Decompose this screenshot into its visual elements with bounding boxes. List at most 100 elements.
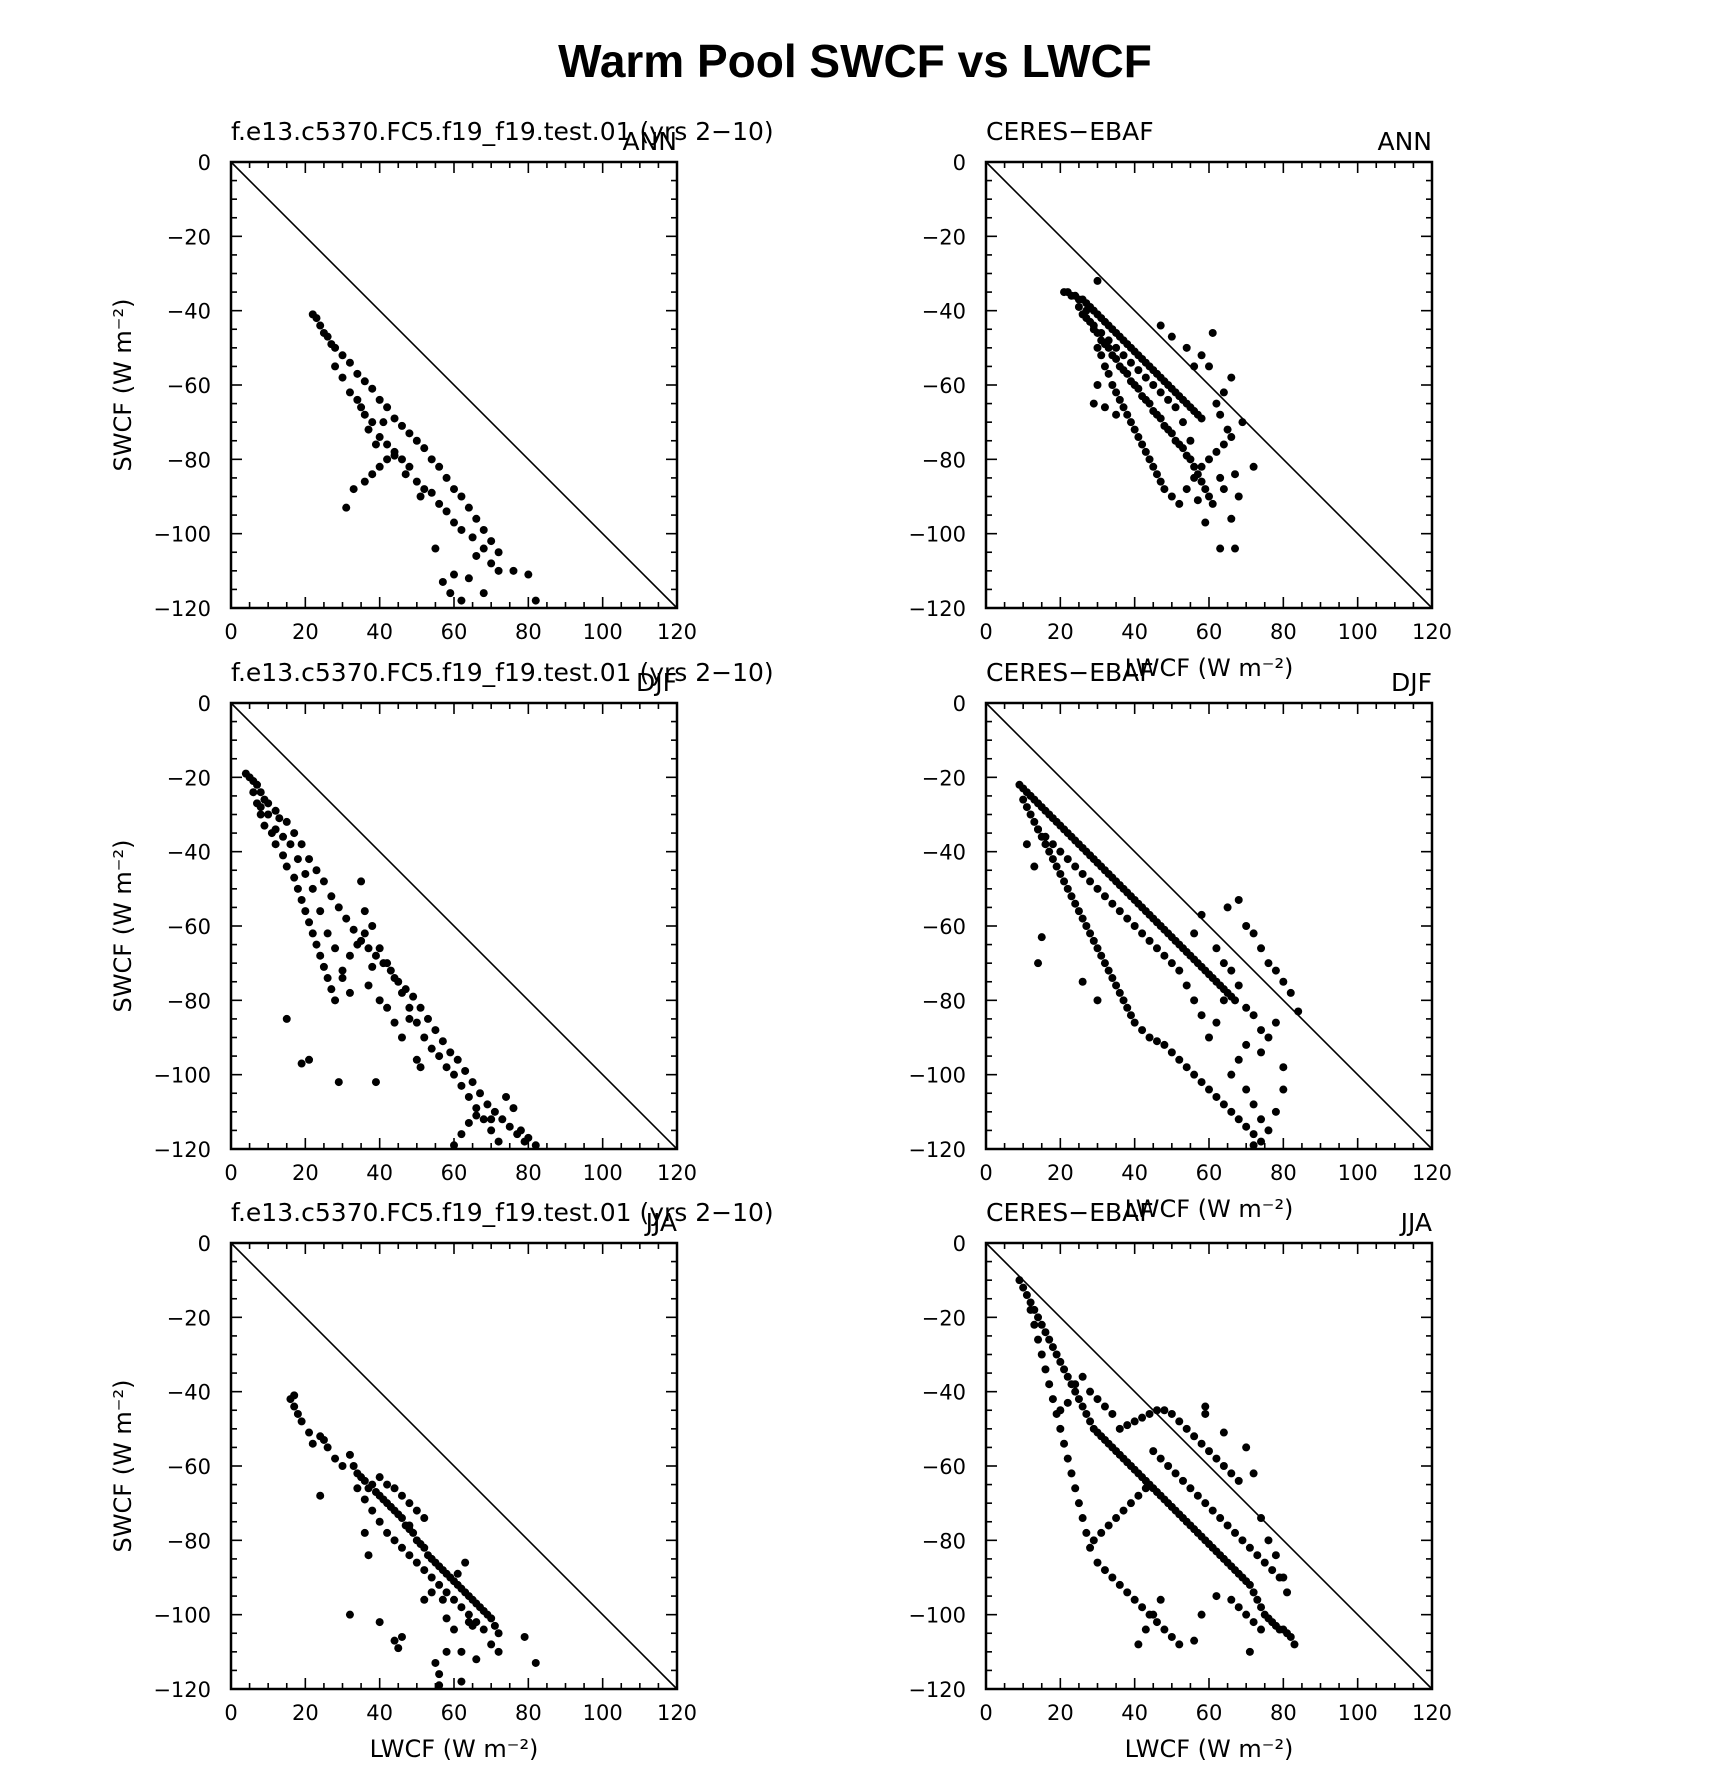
data-point [1197,414,1206,423]
x-tick-label: 0 [979,620,992,644]
data-point [464,1618,473,1627]
data-point [1093,944,1102,953]
data-point [360,929,369,938]
data-point [487,1640,496,1649]
panel-obs-jja: 0 20 40 60 80 100 120 0 −20 −40 −60 −80 −100 −120 CERE… [908,1198,1452,1763]
x-tick-label: 100 [1338,620,1378,644]
data-point [464,503,473,512]
data-point [1119,996,1128,1005]
data-point [524,1133,533,1142]
y-tick-label: −40 [922,841,966,865]
y-axis-label: SWCF (W m⁻²) [109,840,137,1013]
data-point [1093,1395,1102,1404]
data-point [297,840,306,849]
data-point [323,929,332,938]
data-point [1112,354,1121,363]
data-point [1257,1115,1266,1124]
data-point [1089,936,1098,945]
data-point [1108,899,1117,908]
data-point [464,1118,473,1127]
data-point [1208,328,1217,337]
data-point [1134,1491,1143,1500]
data-point [450,1141,458,1150]
x-axis-label: LWCF (W m⁻²) [1125,654,1294,682]
data-point [375,395,384,404]
y-tick-label: −20 [922,1306,966,1330]
data-point [457,1081,466,1090]
data-point [483,1100,492,1109]
data-point [1205,1033,1213,1042]
data-point [1201,485,1210,494]
data-point [1063,1372,1072,1381]
data-point [364,425,373,434]
x-tick-label: 100 [583,1701,623,1725]
data-point [450,1595,458,1604]
data-point [1056,1424,1065,1433]
data-point [1249,1141,1258,1150]
y-tick-label: −120 [908,597,966,621]
data-point [1212,399,1221,408]
data-point [476,1089,485,1098]
data-point [1156,477,1165,486]
data-point [531,596,540,605]
data-point [1205,1085,1213,1094]
data-point [1138,1603,1147,1612]
data-point [450,485,458,494]
data-point [271,840,280,849]
data-point [1145,1409,1154,1418]
data-point [256,803,265,812]
data-point [331,996,340,1005]
data-point [368,384,377,393]
data-point [412,1506,421,1515]
data-point [1152,1037,1161,1046]
data-point [1175,499,1184,508]
data-point [1249,1011,1258,1020]
y-tick-label: −80 [167,989,211,1013]
data-point [1227,1107,1236,1116]
data-point [397,1514,406,1523]
x-tick-label: 120 [1412,620,1452,644]
data-point [412,477,421,486]
x-tick-label: 40 [1121,1161,1148,1185]
data-point [416,492,425,501]
data-point [1074,1395,1083,1404]
data-point [1167,429,1176,438]
data-point [390,1018,399,1027]
data-point [416,1003,425,1012]
x-tick-label: 80 [1270,620,1297,644]
data-point [442,1614,451,1623]
data-point [1037,933,1046,942]
x-tick-label: 80 [515,620,542,644]
data-point [312,314,321,323]
data-point [1182,1063,1191,1072]
data-point [1216,544,1225,553]
data-point [1056,1357,1065,1366]
data-point [1078,977,1087,986]
data-point [1208,1506,1217,1515]
data-point [390,414,399,423]
data-point [1097,951,1106,960]
data-point [1141,447,1150,456]
data-point [1186,455,1195,464]
data-point [383,1528,392,1537]
data-point [308,929,317,938]
y-tick-label: −60 [167,1455,211,1479]
data-point [412,1018,421,1027]
one-to-one-line [230,161,678,609]
data-point [1231,996,1240,1005]
data-point [1030,1320,1039,1329]
data-point [1034,1313,1043,1322]
data-point [360,410,369,419]
data-point [1178,444,1187,453]
data-point [531,1658,540,1667]
data-point [1126,358,1135,367]
data-point [1108,1573,1117,1582]
data-point [1260,1558,1269,1567]
data-point [420,1033,429,1042]
data-point [357,403,366,412]
data-point [505,1122,514,1131]
x-tick-label: 120 [657,620,697,644]
panel-subtitle: CERES−EBAF [986,1198,1154,1227]
data-point [1030,817,1039,826]
data-point [1086,1417,1095,1426]
